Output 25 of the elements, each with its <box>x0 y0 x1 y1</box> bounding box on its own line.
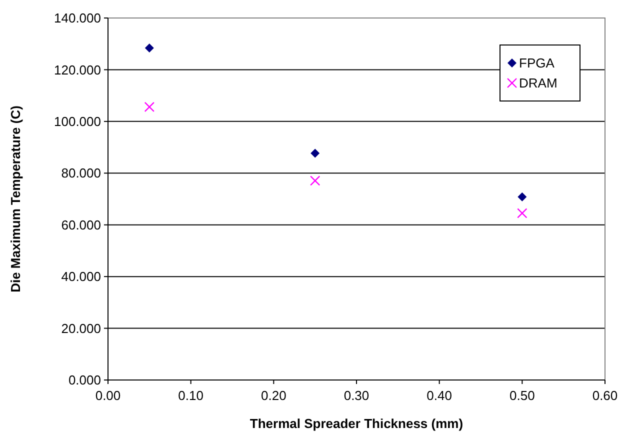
x-tick-label: 0.40 <box>426 388 452 403</box>
y-tick-label: 80.000 <box>61 166 101 181</box>
y-tick-label: 120.000 <box>54 62 101 78</box>
x-tick-label: 0.30 <box>344 388 370 403</box>
y-axis-title: Die Maximum Temperature (C) <box>8 106 23 292</box>
legend-label: DRAM <box>519 76 558 91</box>
x-tick-label: 0.60 <box>592 388 618 403</box>
x-tick-label: 0.20 <box>261 388 286 403</box>
x-tick-label: 0.10 <box>178 388 204 403</box>
point <box>310 148 320 158</box>
y-tick-label: 60.000 <box>61 217 101 232</box>
point <box>310 176 320 186</box>
x-tick-label: 0.00 <box>95 388 121 403</box>
x-axis-title: Thermal Spreader Thickness (mm) <box>250 416 464 431</box>
y-tick-label: 0.000 <box>68 372 101 388</box>
point <box>144 102 155 112</box>
point <box>517 208 528 218</box>
y-tick-label: 140.000 <box>54 10 101 26</box>
point <box>518 192 527 202</box>
x-tick-label: 0.50 <box>510 388 535 403</box>
point <box>144 43 154 52</box>
y-tick-label: 20.000 <box>61 320 101 336</box>
legend-label: FPGA <box>519 56 555 71</box>
y-tick-label: 100.000 <box>54 114 101 129</box>
y-tick-label: 40.000 <box>61 269 101 284</box>
